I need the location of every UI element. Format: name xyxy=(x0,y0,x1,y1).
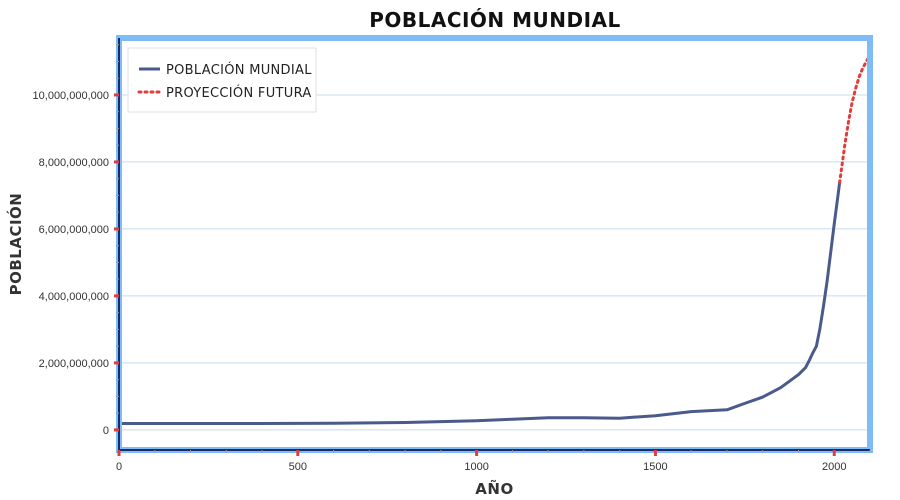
x-tick-label-3: 1500 xyxy=(643,461,667,473)
ticks: 0 2,000,000,000 4,000,000,000 6,000,000,000… xyxy=(33,44,871,473)
legend-label-poblacion-mundial: POBLACIÓN MUNDIAL xyxy=(166,62,312,78)
chart-title: POBLACIÓN MUNDIAL xyxy=(369,8,621,32)
series-layer xyxy=(119,53,872,425)
y-tick-label-3: 6,000,000,000 xyxy=(39,224,109,236)
series-line-0 xyxy=(119,182,842,425)
x-tick-label-0: 0 xyxy=(116,461,122,473)
y-tick-label-2: 4,000,000,000 xyxy=(39,291,109,303)
legend: POBLACIÓN MUNDIAL PROYECCIÓN FUTURA xyxy=(127,47,317,113)
series-line-1 xyxy=(838,53,872,185)
legend-box xyxy=(127,47,317,113)
legend-label-proyeccion-futura: PROYECCIÓN FUTURA xyxy=(166,85,312,101)
y-axis-title: POBLACIÓN xyxy=(6,193,25,296)
y-tick-label-1: 2,000,000,000 xyxy=(39,358,109,370)
x-tick-label-2: 1000 xyxy=(464,461,488,473)
x-tick-label-4: 2000 xyxy=(822,461,846,473)
y-tick-label-5: 10,000,000,000 xyxy=(33,90,109,102)
y-tick-label-4: 8,000,000,000 xyxy=(39,157,109,169)
y-tick-label-0: 0 xyxy=(103,425,109,437)
grid xyxy=(119,94,870,431)
x-tick-label-1: 500 xyxy=(289,461,307,473)
x-axis-title: AÑO xyxy=(475,479,513,498)
